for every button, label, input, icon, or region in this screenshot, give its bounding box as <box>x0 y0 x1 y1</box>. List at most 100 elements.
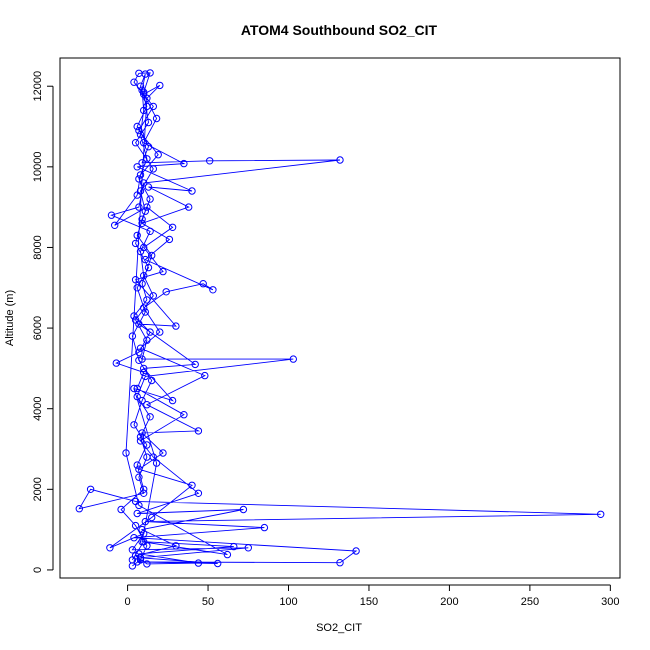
data-point <box>111 221 119 230</box>
data-point <box>141 372 150 381</box>
data-point <box>122 449 130 457</box>
data-point <box>133 509 141 518</box>
data-point <box>131 239 140 248</box>
data-point <box>144 118 153 127</box>
data-point <box>146 69 154 77</box>
data-point <box>165 235 174 244</box>
data-point <box>86 485 95 493</box>
data-point <box>135 473 143 481</box>
data-point <box>140 304 148 312</box>
data-point <box>138 429 146 437</box>
data-point <box>168 396 177 405</box>
y-tick-label: 10000 <box>32 152 44 183</box>
data-point <box>112 359 121 367</box>
data-point <box>133 163 141 171</box>
data-point <box>133 122 141 131</box>
data-point <box>135 465 143 473</box>
y-axis: 0 2000 4000 6000 8000 10000 12000 <box>32 71 54 573</box>
data-point <box>239 505 248 514</box>
data-point <box>128 546 137 554</box>
x-tick-label: 0 <box>125 596 131 608</box>
data-point <box>143 296 151 304</box>
data-point <box>135 348 143 356</box>
data-point <box>133 392 141 401</box>
data-point <box>133 284 141 292</box>
data-point <box>140 179 148 187</box>
x-tick-label: 150 <box>360 596 378 608</box>
data-point <box>130 384 138 393</box>
data-point <box>144 183 153 191</box>
data-point <box>130 312 138 320</box>
data-point <box>140 243 148 252</box>
data-point <box>260 523 269 532</box>
y-tick-label: 2000 <box>32 477 44 501</box>
data-point <box>191 360 199 369</box>
data-point <box>168 223 177 232</box>
data-point <box>223 550 232 559</box>
data-point <box>152 459 161 467</box>
data-point <box>230 542 238 551</box>
data-point <box>188 187 196 195</box>
y-axis-label: Altitude (m) <box>4 290 16 346</box>
data-point <box>143 441 151 449</box>
data-point <box>156 81 164 90</box>
data-point <box>162 288 170 296</box>
data-point <box>135 203 143 211</box>
y-tick-label: 4000 <box>32 396 44 420</box>
series-layer <box>75 69 605 570</box>
x-tick-label: 300 <box>601 596 619 608</box>
data-point <box>214 559 222 568</box>
data-point <box>135 320 143 328</box>
data-point <box>135 126 143 135</box>
data-point <box>140 489 148 497</box>
data-point <box>172 542 180 550</box>
data-point <box>136 344 145 352</box>
x-tick-label: 50 <box>202 596 214 608</box>
data-point <box>244 544 253 552</box>
data-point <box>172 322 180 330</box>
data-point <box>149 453 158 461</box>
data-point <box>140 485 148 493</box>
data-point <box>194 489 203 497</box>
series-line <box>78 72 601 567</box>
data-point <box>141 308 150 316</box>
data-point <box>146 227 154 236</box>
data-point <box>143 336 151 344</box>
data-point <box>138 219 146 228</box>
data-point <box>194 559 203 567</box>
data-point <box>149 102 158 111</box>
data-point <box>133 384 141 393</box>
data-point <box>136 171 145 179</box>
data-point <box>107 211 116 219</box>
x-axis: 0 50 100 150 200 250 300 <box>125 584 620 608</box>
y-tick-label: 6000 <box>32 316 44 340</box>
data-point <box>289 355 297 363</box>
y-tick-label: 8000 <box>32 235 44 259</box>
data-point <box>597 510 605 518</box>
data-point <box>135 550 143 558</box>
data-point <box>138 215 146 223</box>
data-point <box>138 86 146 94</box>
data-point <box>106 544 114 552</box>
data-point <box>146 195 154 203</box>
data-point <box>138 159 146 167</box>
y-tick-label: 0 <box>32 567 44 573</box>
data-point <box>146 413 154 421</box>
data-point <box>138 396 146 405</box>
data-point <box>135 69 143 78</box>
data-point <box>140 368 148 377</box>
data-point <box>128 332 137 340</box>
data-point <box>131 521 140 530</box>
data-point <box>130 534 138 542</box>
data-point <box>144 263 153 272</box>
data-point <box>180 411 188 419</box>
data-point <box>336 559 344 567</box>
x-tick-label: 100 <box>279 596 297 608</box>
data-point <box>159 449 167 457</box>
data-point <box>140 538 148 546</box>
data-point <box>138 355 146 363</box>
data-point <box>143 560 151 568</box>
y-tick-label: 12000 <box>32 71 44 102</box>
x-tick-label: 250 <box>521 596 539 608</box>
